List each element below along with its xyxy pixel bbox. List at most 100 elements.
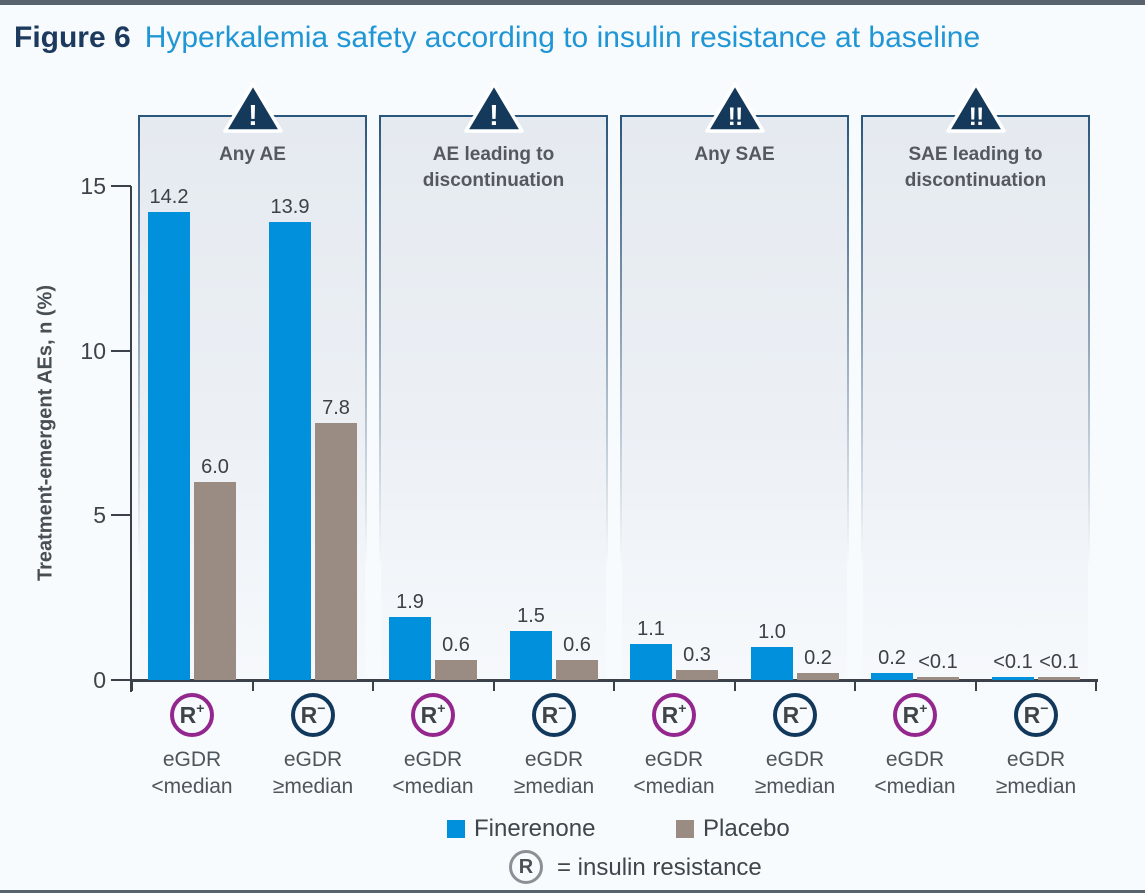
legend-item-finerenone: Finerenone (447, 815, 596, 842)
bar-value-label: <0.1 (993, 651, 1033, 673)
finerenone-swatch (447, 820, 465, 838)
insulin-resistance-symbol-icon: R (509, 850, 543, 884)
bar-placebo (556, 660, 598, 680)
x-tick (854, 681, 856, 691)
y-tick (111, 514, 131, 517)
bar-finerenone (510, 631, 552, 680)
placebo-swatch (676, 820, 694, 838)
bar-value-label: 1.1 (637, 618, 665, 640)
warning-triangle-icon: !! (704, 81, 766, 135)
bar-value-label: 1.0 (758, 621, 786, 643)
x-tick (734, 681, 736, 691)
group-axis-label: eGDR (644, 748, 704, 771)
svg-text:!: ! (489, 100, 499, 132)
y-tick-label: 15 (80, 173, 106, 199)
group-axis-label: eGDR (524, 748, 584, 771)
group-label: R+ eGDR <median (127, 693, 257, 800)
x-tick (975, 681, 977, 691)
bar-placebo (676, 670, 718, 680)
group-label: R+ eGDR <median (609, 693, 739, 800)
r-minus-marker-icon: R− (1014, 693, 1058, 737)
note-text: = insulin resistance (557, 854, 762, 881)
bar-finerenone (871, 673, 913, 680)
group-label: R− eGDR ≥median (971, 693, 1101, 800)
x-tick (252, 681, 254, 691)
bar-value-label: 7.8 (322, 397, 350, 419)
panel-box (620, 115, 849, 680)
figure-header: Figure 6 Hyperkalemia safety according to… (14, 21, 980, 55)
legend-item-placebo: Placebo (676, 815, 790, 842)
group-axis-label: eGDR (1006, 748, 1066, 771)
panel-title: Any SAE (694, 144, 775, 165)
group-axis-label: ≥median (513, 775, 595, 798)
bar-value-label: 0.3 (683, 644, 711, 666)
panel-title: SAE leading to discontinuation (904, 144, 1047, 191)
bar-value-label: 13.9 (270, 196, 310, 218)
svg-text:!!: !! (968, 103, 983, 131)
y-axis-line (130, 186, 132, 692)
group-label: R+ eGDR <median (850, 693, 980, 800)
bar-placebo (194, 482, 236, 680)
bar-value-label: 0.6 (442, 634, 470, 656)
bar-finerenone (269, 222, 311, 680)
x-tick (372, 681, 374, 691)
bar-value-label: 0.2 (804, 647, 832, 669)
bar-finerenone (751, 647, 793, 680)
legend-label-placebo: Placebo (703, 815, 790, 842)
svg-text:!: ! (248, 100, 258, 132)
panel-title: Any AE (219, 144, 286, 165)
r-minus-marker-icon: R− (532, 693, 576, 737)
r-minus-marker-icon: R− (773, 693, 817, 737)
bar-value-label: <0.1 (1039, 651, 1079, 673)
bar-placebo (1038, 677, 1080, 680)
warning-triangle-icon: ! (222, 81, 284, 135)
group-axis-label: ≥median (272, 775, 354, 798)
group-axis-label: eGDR (885, 748, 945, 771)
group-axis-label: eGDR (283, 748, 343, 771)
svg-text:!!: !! (727, 103, 742, 131)
panel-box (379, 115, 608, 680)
figure-number: Figure 6 (14, 21, 131, 54)
x-tick (131, 681, 133, 691)
y-tick-label: 10 (80, 337, 106, 364)
x-tick (493, 681, 495, 691)
group-axis-label: eGDR (162, 748, 222, 771)
bar-value-label: 14.2 (149, 186, 189, 208)
bar-finerenone (148, 212, 190, 680)
group-axis-label: <median (633, 775, 715, 798)
bar-placebo (797, 673, 839, 680)
group-axis-label: <median (874, 775, 956, 798)
bar-value-label: <0.1 (918, 651, 958, 673)
y-tick (111, 185, 131, 187)
group-axis-label: eGDR (765, 748, 825, 771)
bar-finerenone (992, 677, 1034, 680)
bar-value-label: 0.2 (878, 647, 906, 669)
panel-box (861, 115, 1090, 680)
r-plus-marker-icon: R+ (411, 693, 455, 737)
bar-value-label: 0.6 (563, 634, 591, 656)
warning-triangle-icon: !! (945, 81, 1007, 135)
x-axis-line (130, 679, 1098, 682)
bar-value-label: 1.9 (396, 591, 424, 613)
r-plus-marker-icon: R+ (893, 693, 937, 737)
r-plus-marker-icon: R+ (652, 693, 696, 737)
group-axis-label: eGDR (403, 748, 463, 771)
group-label: R+ eGDR <median (368, 693, 498, 800)
y-tick (111, 349, 131, 352)
group-label: R− eGDR ≥median (248, 693, 378, 800)
group-axis-label: ≥median (995, 775, 1077, 798)
y-tick-label: 5 (93, 502, 106, 529)
bar-value-label: 1.5 (517, 605, 545, 627)
figure-title: Hyperkalemia safety according to insulin… (144, 21, 981, 54)
group-axis-label: ≥median (754, 775, 836, 798)
bar-placebo (435, 660, 477, 680)
y-tick-label: 0 (93, 667, 106, 693)
bar-value-label: 6.0 (201, 456, 229, 478)
group-axis-label: <median (151, 775, 233, 798)
panel-background (381, 117, 606, 678)
group-label: R− eGDR ≥median (730, 693, 860, 800)
legend-label-finerenone: Finerenone (474, 815, 596, 842)
panel-background (863, 117, 1088, 678)
warning-triangle-icon: ! (463, 81, 525, 135)
